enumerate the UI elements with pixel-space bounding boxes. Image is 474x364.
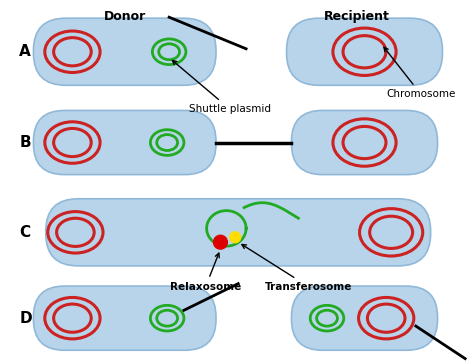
Text: D: D xyxy=(19,310,32,326)
Text: A: A xyxy=(19,44,31,59)
Text: B: B xyxy=(19,135,31,150)
FancyBboxPatch shape xyxy=(34,286,216,350)
Text: Chromosome: Chromosome xyxy=(384,47,456,99)
Text: C: C xyxy=(19,225,30,240)
Circle shape xyxy=(213,235,228,249)
FancyBboxPatch shape xyxy=(292,110,438,175)
FancyBboxPatch shape xyxy=(292,286,438,350)
Text: Shuttle plasmid: Shuttle plasmid xyxy=(173,60,271,114)
Text: Relaxosome: Relaxosome xyxy=(170,253,241,292)
Text: Donor: Donor xyxy=(104,10,146,23)
Text: Transferosome: Transferosome xyxy=(242,245,352,292)
FancyBboxPatch shape xyxy=(46,199,430,266)
FancyBboxPatch shape xyxy=(34,18,216,85)
FancyBboxPatch shape xyxy=(34,110,216,175)
Text: Recipient: Recipient xyxy=(324,10,390,23)
Circle shape xyxy=(230,232,241,243)
FancyBboxPatch shape xyxy=(287,18,442,85)
